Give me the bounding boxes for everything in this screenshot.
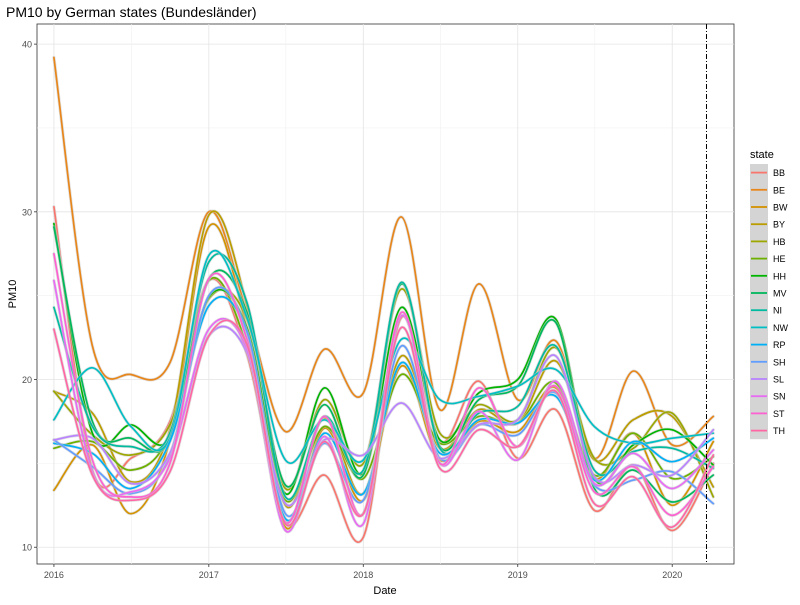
legend-label-bw: BW bbox=[773, 203, 788, 213]
legend-items: BB BE BW BY HB HE HH MV NI NW RP SH SL SN ST TH bbox=[750, 164, 788, 440]
legend-label-be: BE bbox=[773, 185, 785, 195]
legend-label-nw: NW bbox=[773, 323, 788, 333]
legend-label-st: ST bbox=[773, 409, 785, 419]
y-axis-label: PM10 bbox=[7, 280, 19, 309]
legend-label-hb: HB bbox=[773, 237, 786, 247]
legend-title: state bbox=[750, 149, 774, 161]
legend-label-sh: SH bbox=[773, 357, 786, 367]
legend-label-by: BY bbox=[773, 220, 785, 230]
legend-label-th: TH bbox=[773, 426, 785, 436]
x-tick-label: 2020 bbox=[662, 570, 682, 580]
y-tick-label: 20 bbox=[22, 375, 32, 385]
legend-key-background bbox=[750, 164, 768, 440]
series-line-sl bbox=[53, 325, 715, 507]
axis-ticks: 10 20 30 40 2016 2017 2018 2019 2020 bbox=[22, 40, 682, 580]
chart-title: PM10 by German states (Bundesländer) bbox=[6, 4, 257, 20]
x-tick-label: 2018 bbox=[353, 570, 373, 580]
legend-label-hh: HH bbox=[773, 271, 786, 281]
legend-label-he: HE bbox=[773, 254, 786, 264]
y-tick-label: 30 bbox=[22, 207, 32, 217]
y-tick-label: 10 bbox=[22, 543, 32, 553]
x-tick-label: 2019 bbox=[508, 570, 528, 580]
legend-label-mv: MV bbox=[773, 289, 787, 299]
legend-label-rp: RP bbox=[773, 340, 786, 350]
x-axis-label: Date bbox=[373, 585, 396, 597]
x-tick-label: 2017 bbox=[199, 570, 219, 580]
legend-label-sl: SL bbox=[773, 375, 784, 385]
series-line-ni bbox=[53, 252, 715, 501]
legend-label-sn: SN bbox=[773, 392, 786, 402]
series-line-th bbox=[53, 319, 715, 528]
y-tick-label: 40 bbox=[22, 40, 32, 50]
legend-label-ni: NI bbox=[773, 306, 782, 316]
series-lines bbox=[52, 55, 715, 544]
legend-label-bb: BB bbox=[773, 168, 785, 178]
x-tick-label: 2016 bbox=[44, 570, 64, 580]
legend: state BB BE BW BY HB HE HH MV NI NW RP SH SL SN ST TH bbox=[750, 149, 788, 440]
